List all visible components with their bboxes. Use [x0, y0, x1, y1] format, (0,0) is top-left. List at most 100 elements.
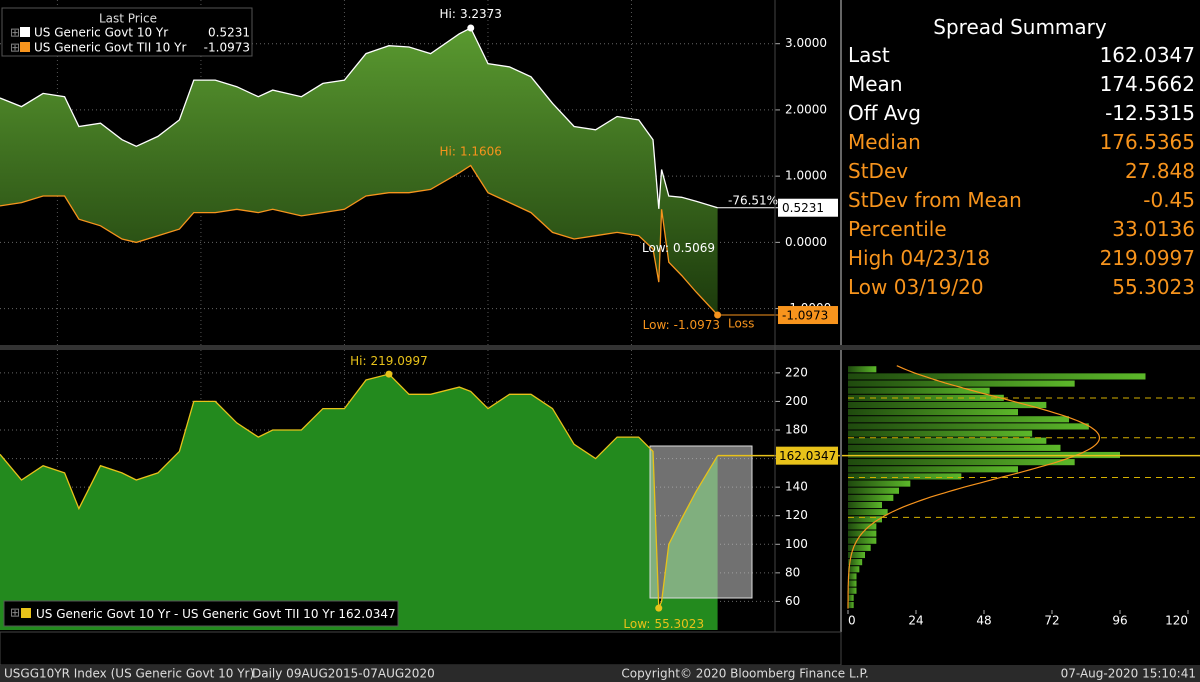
histogram-bar [848, 559, 863, 566]
summary-value: 27.848 [1125, 159, 1195, 183]
last-badge [776, 446, 838, 465]
spread-summary: Spread Summary Last 162.0347 Mean 174.5662 O… [845, 0, 1195, 345]
histogram-bar [848, 544, 871, 551]
summary-label: High 04/23/18 [848, 246, 991, 270]
top-fill [0, 28, 718, 315]
legend-toggle[interactable]: ⊞ [10, 41, 20, 55]
hi-annotation-part: Hi: [440, 6, 456, 20]
y-tick-label: 180 [785, 423, 808, 437]
normal-curve [847, 365, 1100, 609]
hi-annotation-part: 3.2373 [460, 6, 502, 20]
histogram-bar [848, 416, 1069, 423]
legend-label: US Generic Govt TII 10 Yr [34, 41, 186, 55]
summary-row: Median 176.5365 [845, 128, 1195, 157]
summary-label: Mean [848, 72, 903, 96]
legend-value: -1.0973 [204, 41, 250, 55]
summary-label: Low 03/19/20 [848, 275, 984, 299]
histogram-bar [848, 401, 1047, 409]
histogram-bar [848, 466, 1018, 473]
summary-label: Median [848, 130, 921, 154]
summary-value: -12.5315 [1105, 101, 1195, 125]
hi-marker [385, 370, 393, 378]
histogram-bar [848, 537, 877, 544]
summary-row: Off Avg -12.5315 [845, 99, 1195, 128]
bottom-fill [0, 374, 718, 630]
y-tick-label: 60 [785, 594, 800, 608]
y-tick-label: 140 [785, 480, 808, 494]
legend-label: US Generic Govt 10 Yr - US Generic Govt … [36, 607, 396, 621]
histogram-bar [848, 516, 882, 523]
low-annotation-part: Low: [623, 617, 650, 631]
footer-bar [0, 665, 1200, 682]
legend-value: 162.0347 [338, 607, 395, 621]
area-fill [0, 374, 718, 630]
y-tick-label: 200 [785, 394, 808, 408]
histogram-bar [848, 444, 1061, 451]
summary-label: StDev from Mean [848, 188, 1022, 212]
hi-annotation-part: 1.1606 [460, 144, 502, 158]
summary-value: 176.5365 [1099, 130, 1195, 154]
x-tick-label: 72 [1044, 614, 1059, 628]
hi-annotation-part: 219.0997 [371, 354, 428, 368]
footer-period: Daily 09AUG2015-07AUG2020 [252, 667, 435, 681]
low-annotation-part: Low: [642, 241, 669, 255]
panel-divider [0, 345, 1200, 350]
last-badge-label: 162.0347 [779, 449, 836, 463]
histogram-bar [848, 587, 857, 594]
legend-swatch [20, 42, 30, 52]
summary-label: Off Avg [848, 101, 921, 125]
summary-value: 174.5662 [1099, 72, 1195, 96]
histogram-bar [848, 601, 854, 609]
summary-row: Mean 174.5662 [845, 70, 1195, 99]
summary-row: StDev from Mean -0.45 [845, 186, 1195, 215]
summary-value: 55.3023 [1112, 275, 1195, 299]
histogram-bar [848, 430, 1033, 437]
summary-label: StDev [848, 159, 909, 183]
summary-title: Spread Summary [933, 15, 1107, 39]
summary-row: Last 162.0347 [845, 41, 1195, 70]
x-tick-label: 0 [848, 614, 856, 628]
legend-toggle[interactable]: ⊞ [10, 26, 20, 40]
hi-annotation: Hi: 3.2373 [440, 6, 502, 20]
x-tick-label: 120 [1165, 614, 1188, 628]
footer-timestamp: 07-Aug-2020 15:10:41 [1061, 667, 1196, 681]
summary-value: -0.45 [1143, 188, 1195, 212]
y-tick-label: 100 [785, 537, 808, 551]
y-tick-label: 220 [785, 365, 808, 379]
legend: ⊞ US Generic Govt 10 Yr - US Generic Gov… [3, 600, 399, 627]
summary-label: Percentile [848, 217, 947, 241]
summary-row: Percentile 33.0136 [845, 215, 1195, 244]
y-tick-label: 80 [785, 565, 800, 579]
histogram-bar [848, 573, 857, 580]
low-marker [655, 604, 663, 612]
histogram-bar [848, 473, 962, 480]
summary-row: Low 03/19/20 55.3023 [845, 273, 1195, 302]
summary-row: High 04/23/18 219.0997 [845, 244, 1195, 273]
legend-title: Last Price [99, 12, 157, 26]
legend-swatch [21, 608, 31, 618]
histogram-bar [848, 373, 1146, 380]
histogram-bar [848, 523, 877, 530]
legend-swatch [20, 27, 30, 37]
histogram-bar [848, 480, 911, 487]
low-annotation: Low: 0.5069 [642, 241, 715, 255]
hi-annotation-part: Hi: [350, 354, 366, 368]
legend-box [1, 7, 253, 57]
loss-annotation: Loss [728, 317, 754, 331]
histogram-bar [848, 423, 1089, 430]
histogram-bar [848, 580, 857, 587]
hi-annotation: Hi: 1.1606 [440, 144, 502, 158]
spread-fill [0, 28, 718, 315]
hi-annotation: Hi: 219.0997 [350, 354, 428, 368]
hi-marker [467, 24, 475, 32]
low-annotation-part: Low: [643, 318, 670, 332]
series-line [0, 164, 719, 316]
last-badge [778, 198, 838, 217]
legend-toggle[interactable]: ⊞ [10, 606, 20, 620]
y-tick-label: 0.0000 [785, 235, 827, 249]
histogram-bar [848, 366, 877, 373]
histogram-bar [848, 487, 899, 494]
summary-value: 162.0347 [1099, 43, 1195, 67]
histogram-bar [848, 409, 1018, 416]
low-annotation-part: 0.5069 [673, 241, 715, 255]
